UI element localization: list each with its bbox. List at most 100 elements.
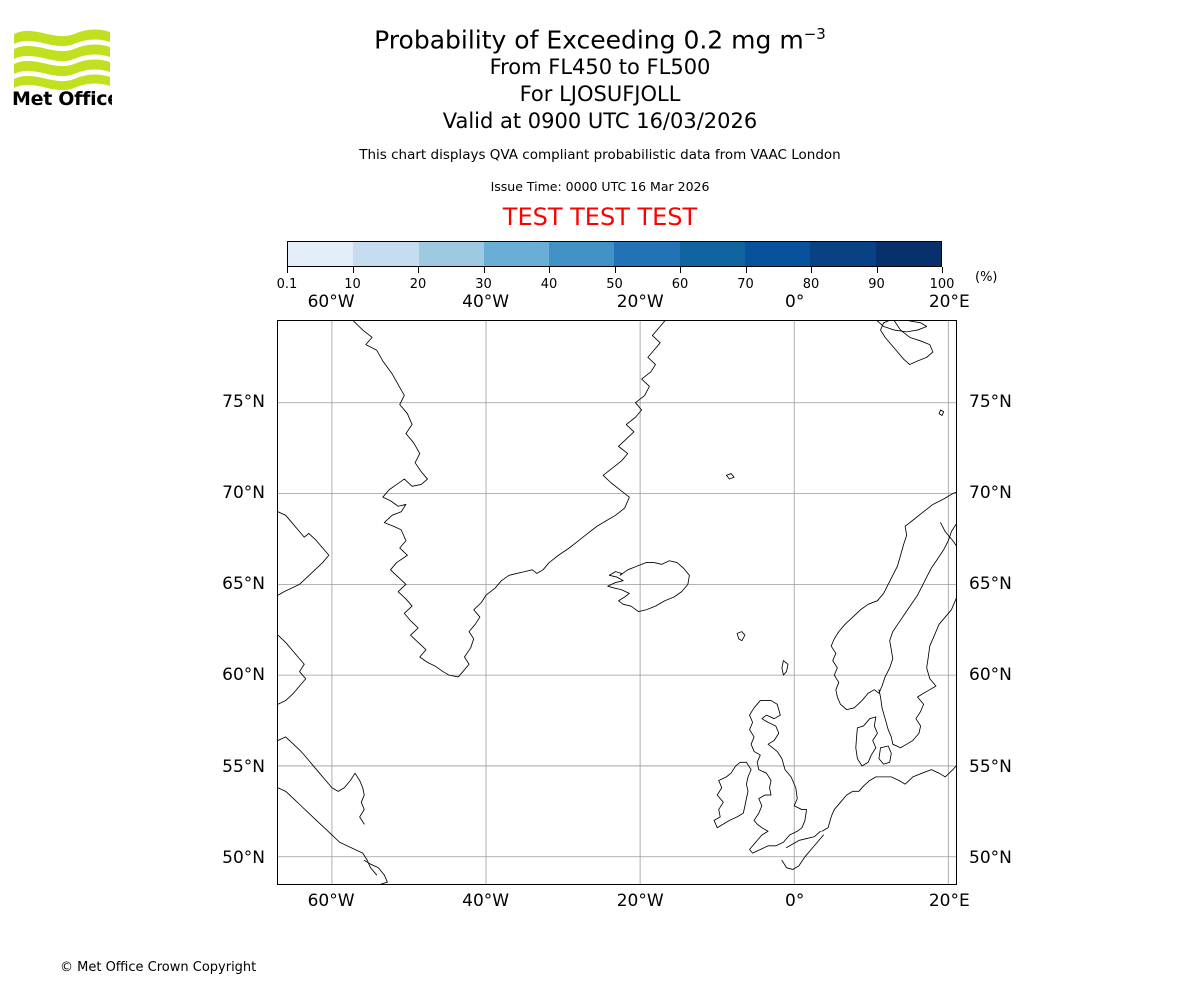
colorbar-tick-label-4: 40 <box>540 277 558 292</box>
colorbar-tick-label-0: 0.1 <box>276 277 298 292</box>
met-office-logo: Met Office <box>12 22 112 114</box>
coastline-great_britain <box>749 700 807 854</box>
colorbar-tick-0 <box>287 267 288 273</box>
colorbar-tick-10 <box>942 267 943 273</box>
colorbar-tick-label-7: 70 <box>737 277 754 292</box>
colorbar: 0.1 10 20 30 40 50 60 70 80 90 100 <box>277 241 955 295</box>
colorbar-band-9 <box>875 242 941 266</box>
volcano-name-line: For LJOSUFJOLL <box>519 82 681 107</box>
lat-label-right-70°N: 70°N <box>969 483 1012 504</box>
colorbar-tick-4 <box>549 267 550 273</box>
coastline-bear_island <box>938 409 945 416</box>
page-title-text: Probability of Exceeding 0.2 mg m <box>374 25 804 55</box>
coastline-sweden_baltic <box>878 522 956 749</box>
colorbar-band-0 <box>288 242 354 266</box>
lat-label-right-50°N: 50°N <box>969 847 1012 868</box>
lon-label-bottom-20°E: 20°E <box>928 891 970 911</box>
lon-label-top-40°W: 40°W <box>462 292 510 312</box>
issue-time-text: Issue Time: 0000 UTC 16 Mar 2026 <box>490 178 710 194</box>
colorbar-tick-label-9: 90 <box>868 277 885 292</box>
logo-wave-2 <box>14 44 110 62</box>
colorbar-band-5 <box>614 242 680 266</box>
coastline-ireland <box>713 761 752 829</box>
colorbar-band-6 <box>679 242 746 266</box>
lat-label-right-75°N: 75°N <box>969 392 1012 413</box>
coastline-svalbard <box>880 321 934 365</box>
coastline-svalbard_north <box>877 321 928 333</box>
lon-label-top-20°W: 20°W <box>616 292 664 312</box>
coastline-baffin_coast <box>278 511 310 538</box>
flight-level-line: From FL450 to FL500 <box>489 55 711 80</box>
colorbar-band-4 <box>549 242 615 266</box>
chart-titles: Probability of Exceeding 0.2 mg m−3 From… <box>0 0 1200 231</box>
colorbar-tick-6 <box>680 267 681 273</box>
page-title-exponent: −3 <box>803 25 826 43</box>
map-svg <box>278 321 956 884</box>
logo-wave-1 <box>14 29 110 47</box>
lon-label-top-0°: 0° <box>785 292 805 312</box>
colorbar-tick-label-5: 50 <box>606 277 623 292</box>
colorbar-band-2 <box>418 242 484 266</box>
colorbar-ticks <box>287 267 943 277</box>
coastline-poland_coast <box>786 830 821 849</box>
colorbar-tick-7 <box>745 267 747 273</box>
lon-label-bottom-0°: 0° <box>785 891 805 911</box>
colorbar-band-1 <box>353 242 419 266</box>
test-banner: TEST TEST TEST <box>502 202 698 231</box>
colorbar-tick-label-2: 20 <box>409 277 427 292</box>
colorbar-tick-5 <box>614 267 616 273</box>
coastline-denmark <box>855 716 878 767</box>
longitude-axis-bottom: 60°W 40°W 20°W 0° 20°E <box>0 891 1200 911</box>
lat-label-right-55°N: 55°N <box>969 756 1012 777</box>
colorbar-tick-label-6: 60 <box>671 277 689 292</box>
coastline-canada_labrador <box>278 634 307 705</box>
disclaimer-text: This chart displays QVA compliant probab… <box>359 146 841 163</box>
colorbar-tick-9 <box>876 267 878 273</box>
colorbar-band-7 <box>745 242 811 266</box>
copyright-footer: © Met Office Crown Copyright <box>60 960 257 975</box>
map-coastlines <box>278 321 956 884</box>
valid-time-line: Valid at 0900 UTC 16/03/2026 <box>442 109 758 134</box>
colorbar-unit-label: (%) <box>975 270 998 285</box>
colorbar-tick-label-10: 100 <box>929 277 955 292</box>
logo-wave-3 <box>14 59 110 77</box>
lat-label-right-65°N: 65°N <box>969 574 1012 595</box>
coastline-zealand <box>878 745 892 765</box>
coastline-canada_south <box>278 787 378 876</box>
coastline-greenland_nw_islands <box>278 533 330 596</box>
coastline-greenland <box>353 321 666 678</box>
lon-label-bottom-60°W: 60°W <box>307 891 355 911</box>
coastline-faroe <box>736 631 746 642</box>
lon-label-bottom-20°W: 20°W <box>616 891 664 911</box>
lat-label-left-75°N: 75°N <box>222 392 265 413</box>
longitude-axis-top: 60°W 40°W 20°W 0° 20°E <box>0 292 1200 312</box>
lat-label-right-60°N: 60°N <box>969 665 1012 686</box>
map-plot-area[interactable] <box>277 320 957 885</box>
colorbar-tick-labels: 0.1 10 20 30 40 50 60 70 80 90 100 <box>277 277 955 295</box>
coastline-netherlands_germany <box>821 765 956 832</box>
colorbar-tick-label-1: 10 <box>344 277 361 292</box>
lat-label-left-70°N: 70°N <box>222 483 265 504</box>
met-office-wordmark: Met Office <box>12 88 112 110</box>
coastline-jan_mayen <box>725 473 735 480</box>
lat-label-left-55°N: 55°N <box>222 756 265 777</box>
colorbar-tick-2 <box>418 267 419 273</box>
coastline-france_north <box>781 834 824 870</box>
lon-label-top-60°W: 60°W <box>307 292 355 312</box>
met-office-logo-graphic: Met Office <box>12 29 112 110</box>
coastline-labrador_mid <box>278 736 365 825</box>
colorbar-band-8 <box>810 242 876 266</box>
page-title: Probability of Exceeding 0.2 mg m−3 <box>0 26 1200 54</box>
coastline-shetland <box>781 660 789 676</box>
lat-label-left-65°N: 65°N <box>222 574 265 595</box>
lon-label-bottom-40°W: 40°W <box>462 891 510 911</box>
map-gridlines <box>278 321 956 884</box>
lon-label-top-20°E: 20°E <box>928 292 970 312</box>
colorbar-tick-label-3: 30 <box>475 277 492 292</box>
coastline-newfoundland <box>363 859 388 884</box>
lat-label-left-50°N: 50°N <box>222 847 265 868</box>
colorbar-band-3 <box>483 242 550 266</box>
colorbar-tick-8 <box>811 267 812 273</box>
colorbar-tick-1 <box>352 267 354 273</box>
colorbar-tick-label-8: 80 <box>802 277 820 292</box>
